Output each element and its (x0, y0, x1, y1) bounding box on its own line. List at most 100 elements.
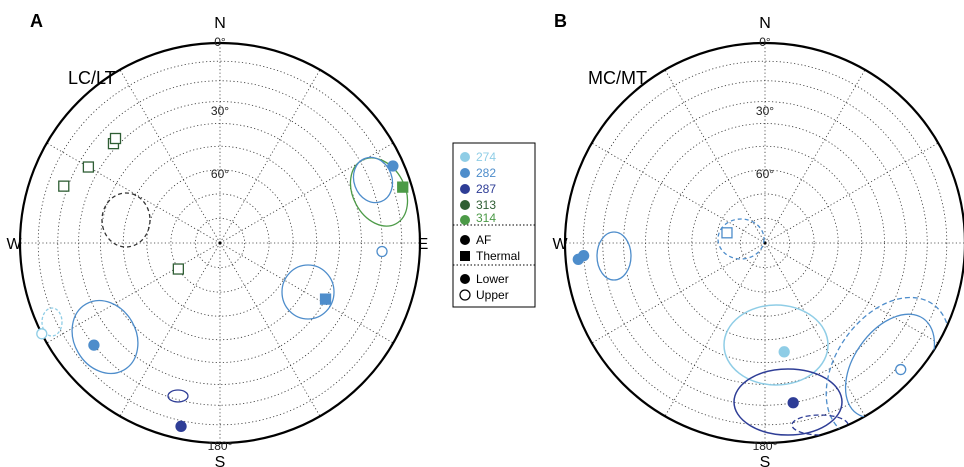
grid-spoke (764, 142, 939, 244)
west-label: W (552, 236, 568, 253)
legend-site-label: 282 (476, 166, 496, 180)
grid-ring (691, 169, 839, 317)
ring-label-60: 60° (756, 167, 774, 181)
panel-title: LC/LT (68, 68, 116, 88)
data-point-thermal-282 (319, 293, 332, 305)
legend-marker (460, 152, 470, 162)
grid-ring (645, 123, 885, 363)
stereonet-panel-a: A LC/LT N 0° 180° S W E 30° 60° (6, 11, 428, 467)
confidence-ellipse (791, 414, 849, 436)
grid-ring (739, 217, 791, 269)
confidence-ellipse (733, 368, 843, 436)
north-degree-label: 0° (214, 35, 226, 49)
primitive-circle (18, 41, 422, 445)
west-label: W (6, 236, 22, 253)
grid-ring (122, 145, 318, 341)
data-point-af-282 (577, 250, 590, 262)
grid-ring (146, 169, 294, 317)
panel-letter: A (30, 11, 43, 31)
confidence-ellipses (596, 218, 951, 440)
confidence-ellipse (723, 304, 829, 386)
grid-ring (667, 145, 863, 341)
confidence-ellipse (167, 389, 189, 403)
grid-spoke (664, 242, 766, 417)
legend-marker-af (460, 235, 470, 245)
grid-ring (57, 80, 383, 406)
legend-site-label: 287 (476, 182, 496, 196)
stereonet-grid (20, 43, 420, 443)
data-point-af-282 (895, 363, 907, 376)
grid-ring (78, 101, 362, 385)
data-point-thermal-313 (109, 132, 122, 145)
panel-title: MC/MT (588, 68, 647, 88)
grid-spoke (46, 142, 221, 244)
data-point-af-287 (787, 397, 799, 409)
grid-spoke (764, 242, 939, 344)
confidence-ellipse (844, 313, 936, 419)
legend-marker (460, 200, 470, 210)
north-label: N (214, 15, 226, 32)
north-degree-label: 0° (759, 35, 771, 49)
south-degree-label: 180° (753, 439, 778, 453)
data-point-thermal-282 (721, 227, 733, 239)
legend-marker (460, 184, 470, 194)
center-mark (218, 241, 222, 245)
grid-ring (582, 60, 948, 426)
data-point-af-282 (88, 339, 100, 351)
ring-label-30: 30° (211, 104, 229, 118)
primitive-circle (563, 41, 964, 445)
stereonet-grid (565, 43, 964, 443)
grid-ring (715, 193, 815, 293)
legend-marker-upper (459, 289, 471, 301)
legend-marker (460, 215, 470, 225)
grid-ring (194, 217, 246, 269)
grid-spoke (764, 69, 866, 244)
data-point-af-282 (376, 245, 388, 258)
data-point-thermal-313 (58, 180, 70, 192)
data-point-thermal-314 (397, 181, 409, 193)
legend-hemisphere-label: Lower (476, 272, 509, 286)
south-label: S (215, 454, 226, 467)
data-point-af-287 (175, 420, 187, 432)
grid-spoke (764, 242, 866, 417)
grid-spoke (591, 142, 766, 244)
data-point-af-282 (387, 160, 399, 172)
confidence-ellipses (41, 156, 409, 403)
grid-spoke (219, 69, 321, 244)
grid-ring (37, 60, 403, 426)
confidence-ellipse (281, 264, 335, 320)
grid-spoke (664, 69, 766, 244)
grid-spoke (219, 242, 321, 417)
grid-ring (100, 123, 340, 363)
legend-site-label: 274 (476, 150, 496, 164)
grid-spoke (219, 242, 394, 344)
north-label: N (759, 15, 771, 32)
grid-ring (602, 80, 928, 406)
legend: 274 282 287 313 314 AF Thermal Lower Upp… (452, 142, 536, 308)
grid-spoke (591, 242, 766, 344)
legend-marker-thermal (460, 251, 470, 261)
legend-site-label: 313 (476, 198, 496, 212)
legend-marker (460, 168, 470, 178)
legend-hemisphere-label: Upper (476, 288, 509, 302)
panel-letter: B (554, 11, 567, 31)
south-degree-label: 180° (208, 439, 233, 453)
data-point-af-274 (778, 346, 790, 358)
ring-label-30: 30° (756, 104, 774, 118)
south-label: S (760, 454, 771, 467)
data-points (572, 227, 907, 409)
grid-spoke (119, 242, 221, 417)
confidence-ellipse (352, 156, 394, 204)
confidence-ellipse (717, 218, 765, 260)
data-points (36, 132, 409, 432)
legend-method-label: AF (476, 233, 491, 247)
legend-site-label: 314 (476, 211, 496, 225)
grid-spoke (119, 69, 221, 244)
grid-spoke (46, 242, 221, 344)
confidence-ellipse (71, 299, 139, 375)
stereonet-panel-b: B MC/MT N 0° 180° S W E 30° 60° (552, 11, 964, 467)
east-label: E (418, 236, 429, 253)
legend-method-label: Thermal (476, 249, 520, 263)
grid-ring (623, 101, 907, 385)
